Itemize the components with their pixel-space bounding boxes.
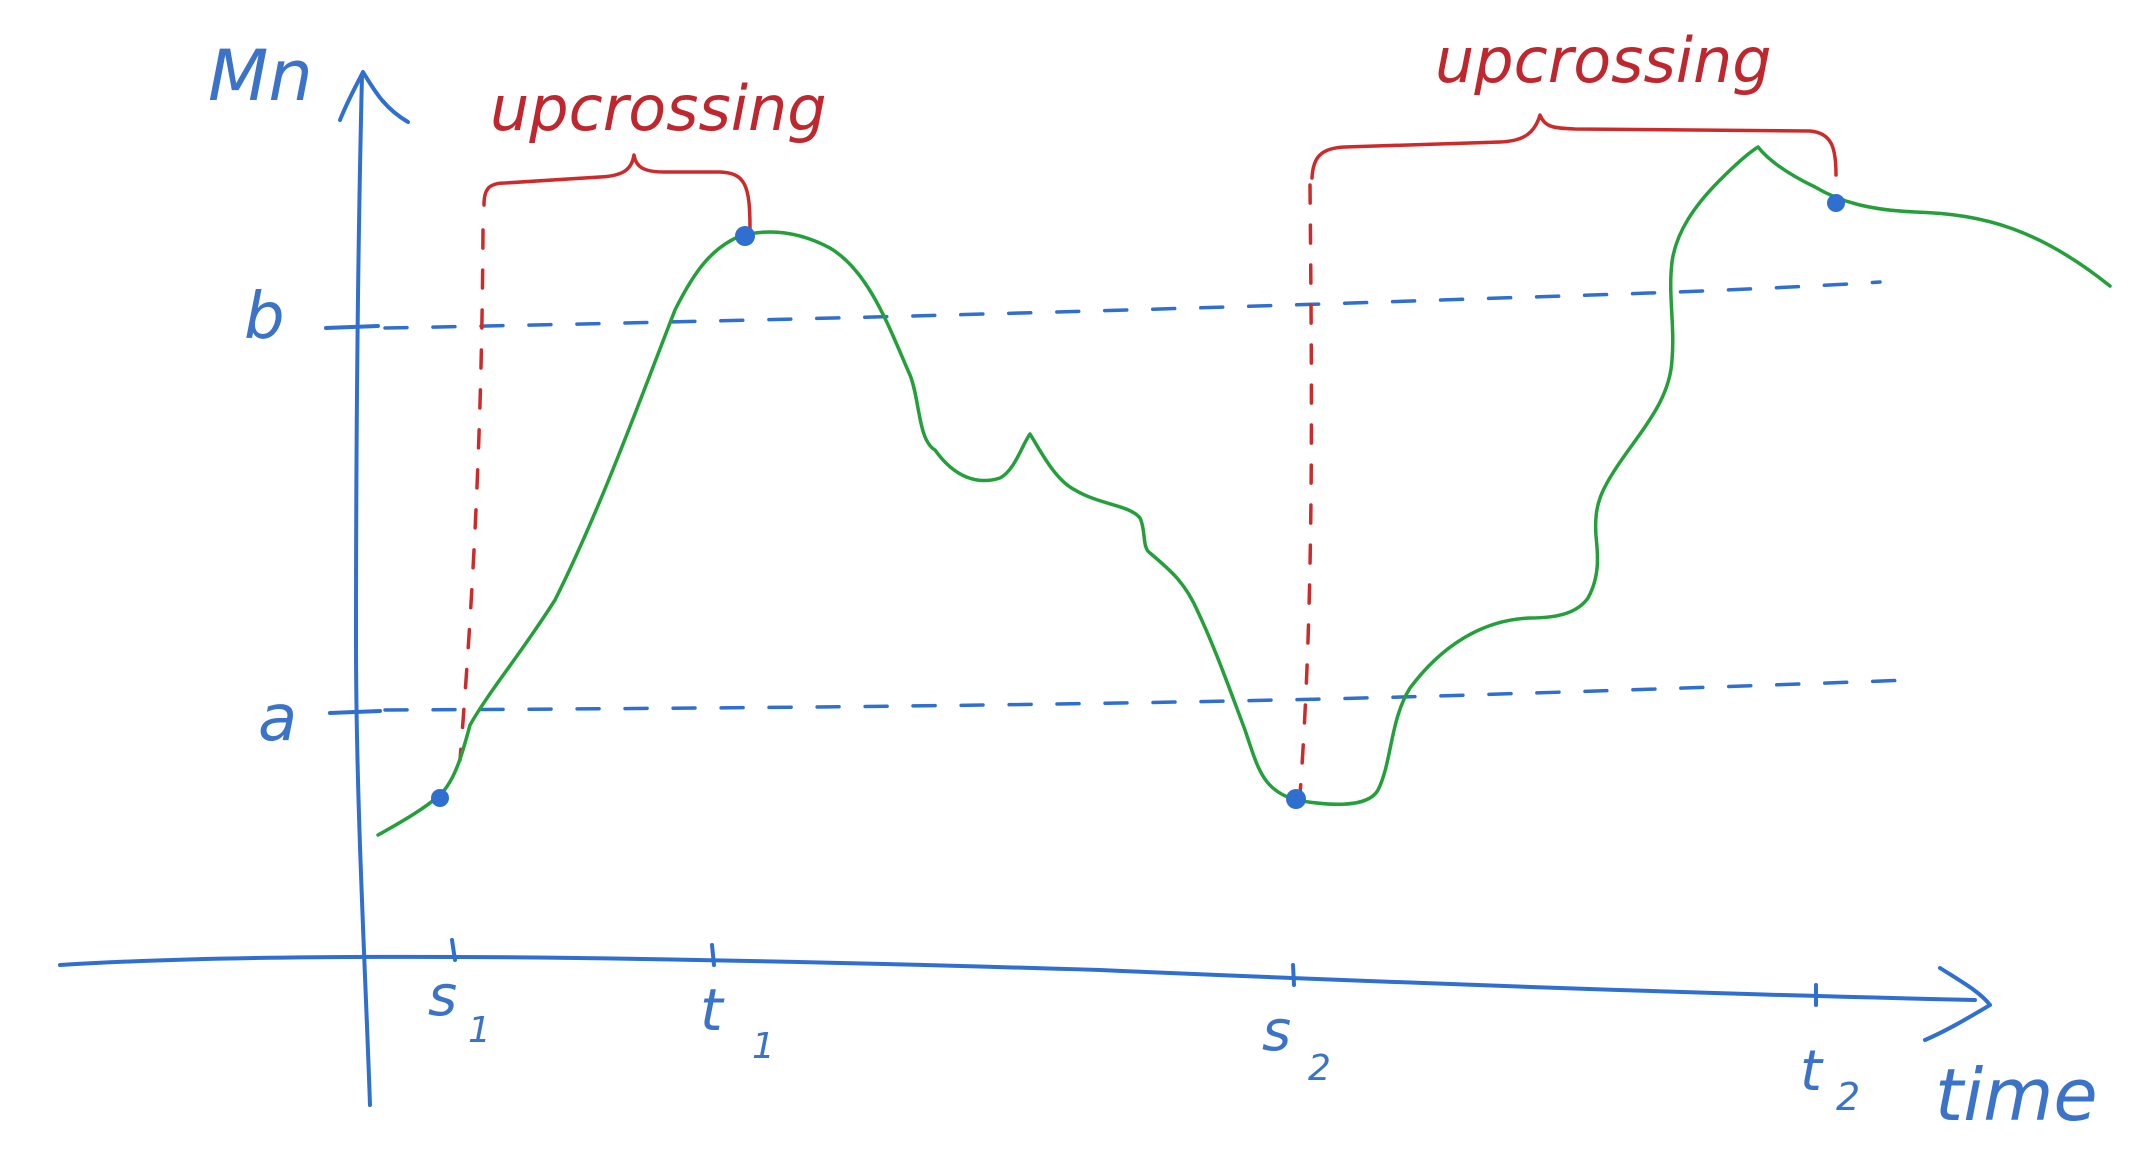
sample-path (376, 145, 2112, 837)
tick-b (324, 324, 380, 330)
y-axis-arrowhead (338, 70, 410, 124)
tick-label-t1: t (700, 976, 725, 1044)
tick-label-t1-sub: 1 (752, 1026, 775, 1067)
upcrossing-1-dashed-drop (458, 228, 485, 762)
tick-label-s2-sub: 2 (1308, 1048, 1331, 1089)
tick-a (328, 709, 382, 715)
upcrossing-2-dashed-drop (1298, 183, 1314, 797)
tick-s2 (1291, 963, 1296, 987)
tick-label-s2: s (1262, 999, 1291, 1064)
upcrossing-2-brace (1310, 113, 1838, 180)
upcrossing-1-brace (482, 153, 752, 230)
y-axis (354, 73, 372, 1107)
tick-label-t2: t (1800, 1039, 1824, 1104)
x-axis (58, 954, 1977, 1002)
tick-label-s1: s (428, 964, 457, 1029)
level-label-a: a (258, 682, 297, 756)
level-line-a (383, 678, 1912, 712)
level-line-b (383, 280, 1882, 330)
x-axis-arrowhead (1923, 966, 1992, 1042)
point-s2 (1286, 789, 1306, 809)
tick-s1 (450, 938, 457, 962)
tick-label-t2-sub: 2 (1836, 1075, 1860, 1119)
point-t1 (735, 226, 755, 246)
annotation-upcrossing-2: upcrossing (1435, 24, 1772, 97)
tick-t1 (710, 943, 716, 967)
point-s1 (431, 789, 449, 807)
annotation-upcrossing-1: upcrossing (490, 72, 827, 145)
y-axis-label: Mn (208, 35, 313, 117)
point-t2 (1827, 194, 1845, 212)
level-label-b: b (244, 280, 285, 354)
x-axis-label: time (1935, 1053, 2098, 1137)
tick-label-s1-sub: 1 (468, 1010, 491, 1051)
